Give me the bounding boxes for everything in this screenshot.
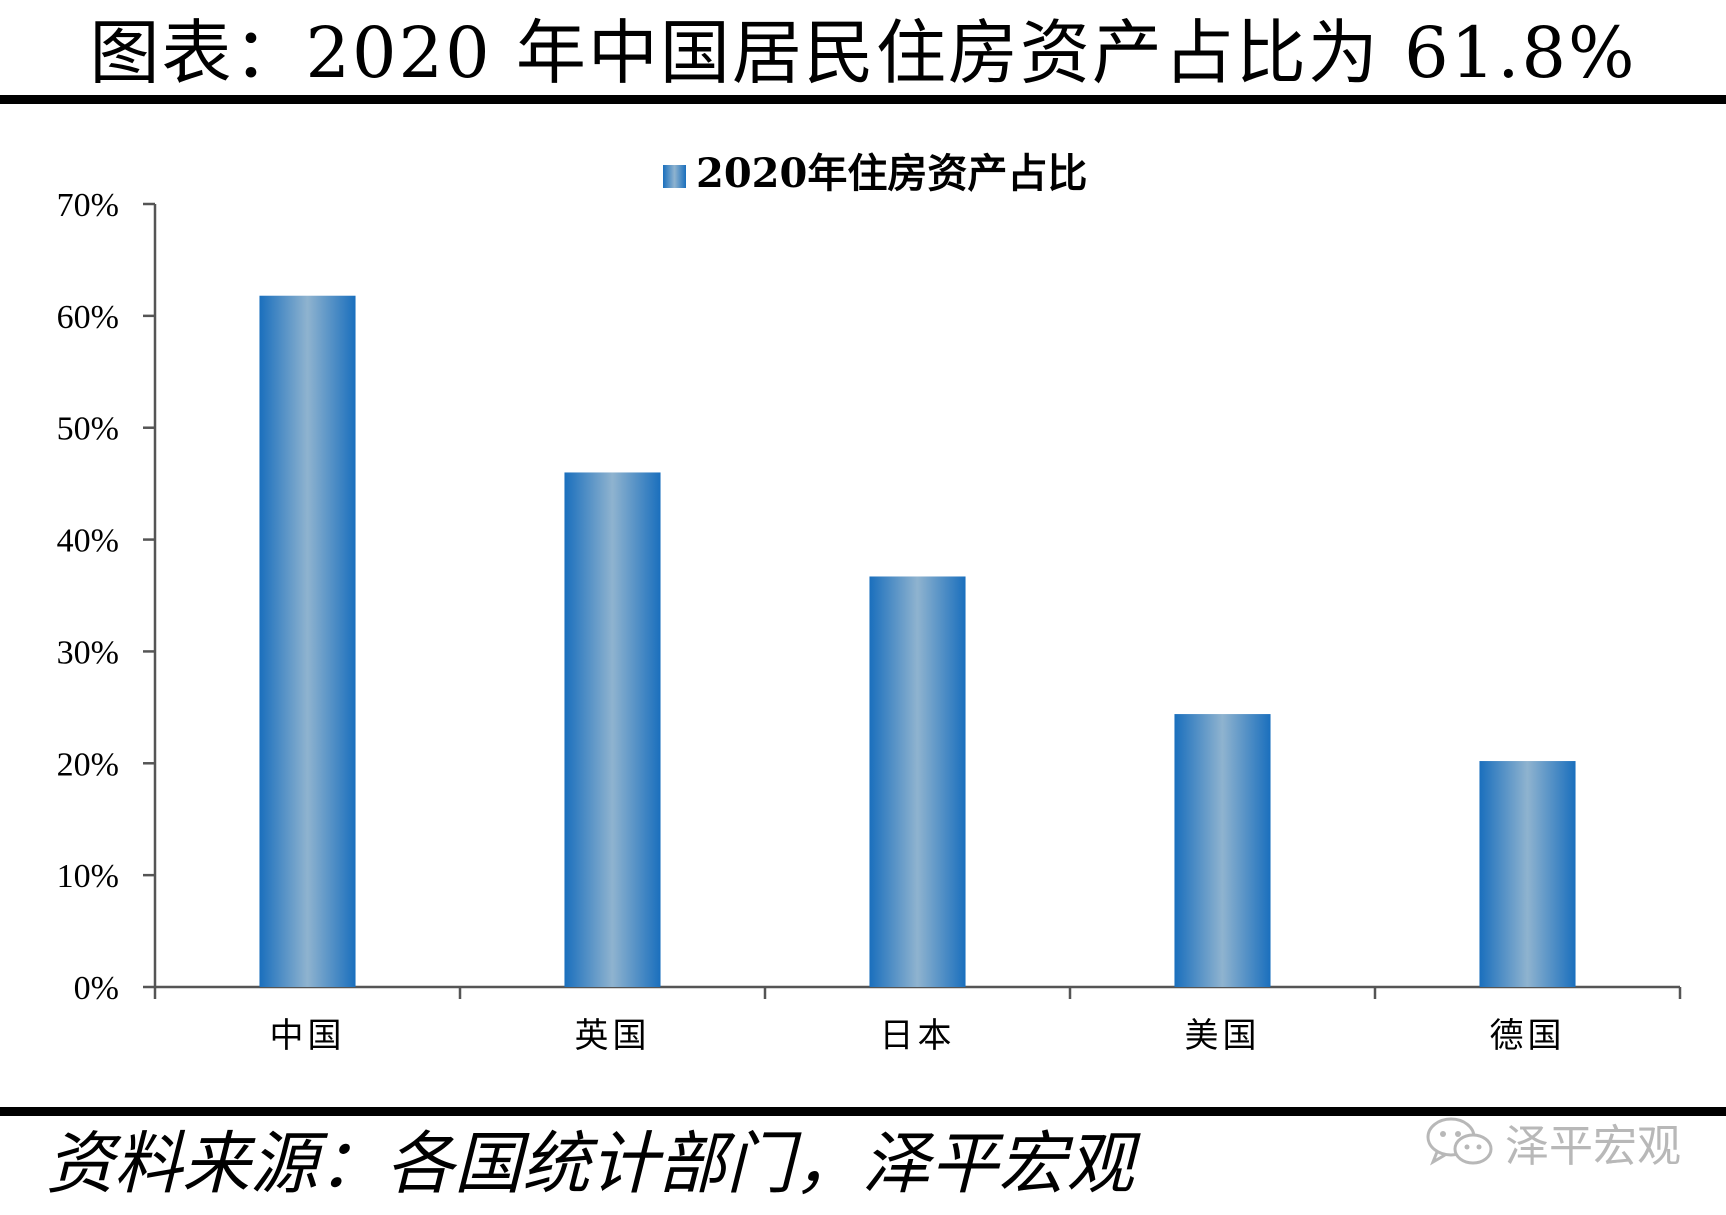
page-title: 图表：2020 年中国居民住房资产占比为 61.8% (89, 12, 1637, 94)
y-tick-label: 20% (57, 746, 119, 783)
watermark-text: 泽平宏观 (1505, 1121, 1681, 1172)
legend-swatch (663, 165, 686, 188)
bar-5 (1479, 761, 1576, 987)
bar-1 (259, 295, 356, 987)
x-tick-label: 美国 (1185, 1016, 1261, 1056)
x-tick-label: 德国 (1490, 1016, 1566, 1056)
x-axis: 中国 英国 日本 美国 德国 (153, 985, 1682, 1056)
watermark: 泽平宏观 (1425, 1112, 1681, 1172)
y-tick-label: 30% (57, 634, 119, 671)
y-tick-label: 60% (57, 299, 119, 336)
x-tick-label: 日本 (880, 1016, 956, 1056)
y-tick-label: 10% (57, 858, 119, 895)
y-tick-label: 70% (57, 187, 119, 224)
chart-legend: 2020年住房资产占比 (663, 150, 1087, 197)
y-tick-label: 50% (57, 411, 119, 448)
footer-divider (0, 1107, 1726, 1116)
title-divider (0, 95, 1726, 104)
legend-label: 2020年住房资产占比 (696, 150, 1087, 197)
y-tick-label: 40% (57, 523, 119, 560)
bar-chart: 2020年住房资产占比 0% 10% 20% 30% 40% 50% 60% 70% 中国 英国… (57, 150, 1682, 1056)
bar-4 (1174, 714, 1271, 987)
x-tick-label: 中国 (270, 1016, 346, 1056)
y-axis: 0% 10% 20% 30% 40% 50% 60% 70% (57, 187, 157, 1007)
y-tick-label: 0% (74, 970, 119, 1007)
source-note: 资料来源：各国统计部门，泽平宏观 (46, 1125, 1135, 1204)
bar-2 (564, 472, 661, 987)
bar-3 (869, 576, 966, 987)
wechat-icon (1426, 1117, 1493, 1166)
x-tick-label: 英国 (575, 1016, 651, 1056)
bar-series (259, 295, 1576, 987)
